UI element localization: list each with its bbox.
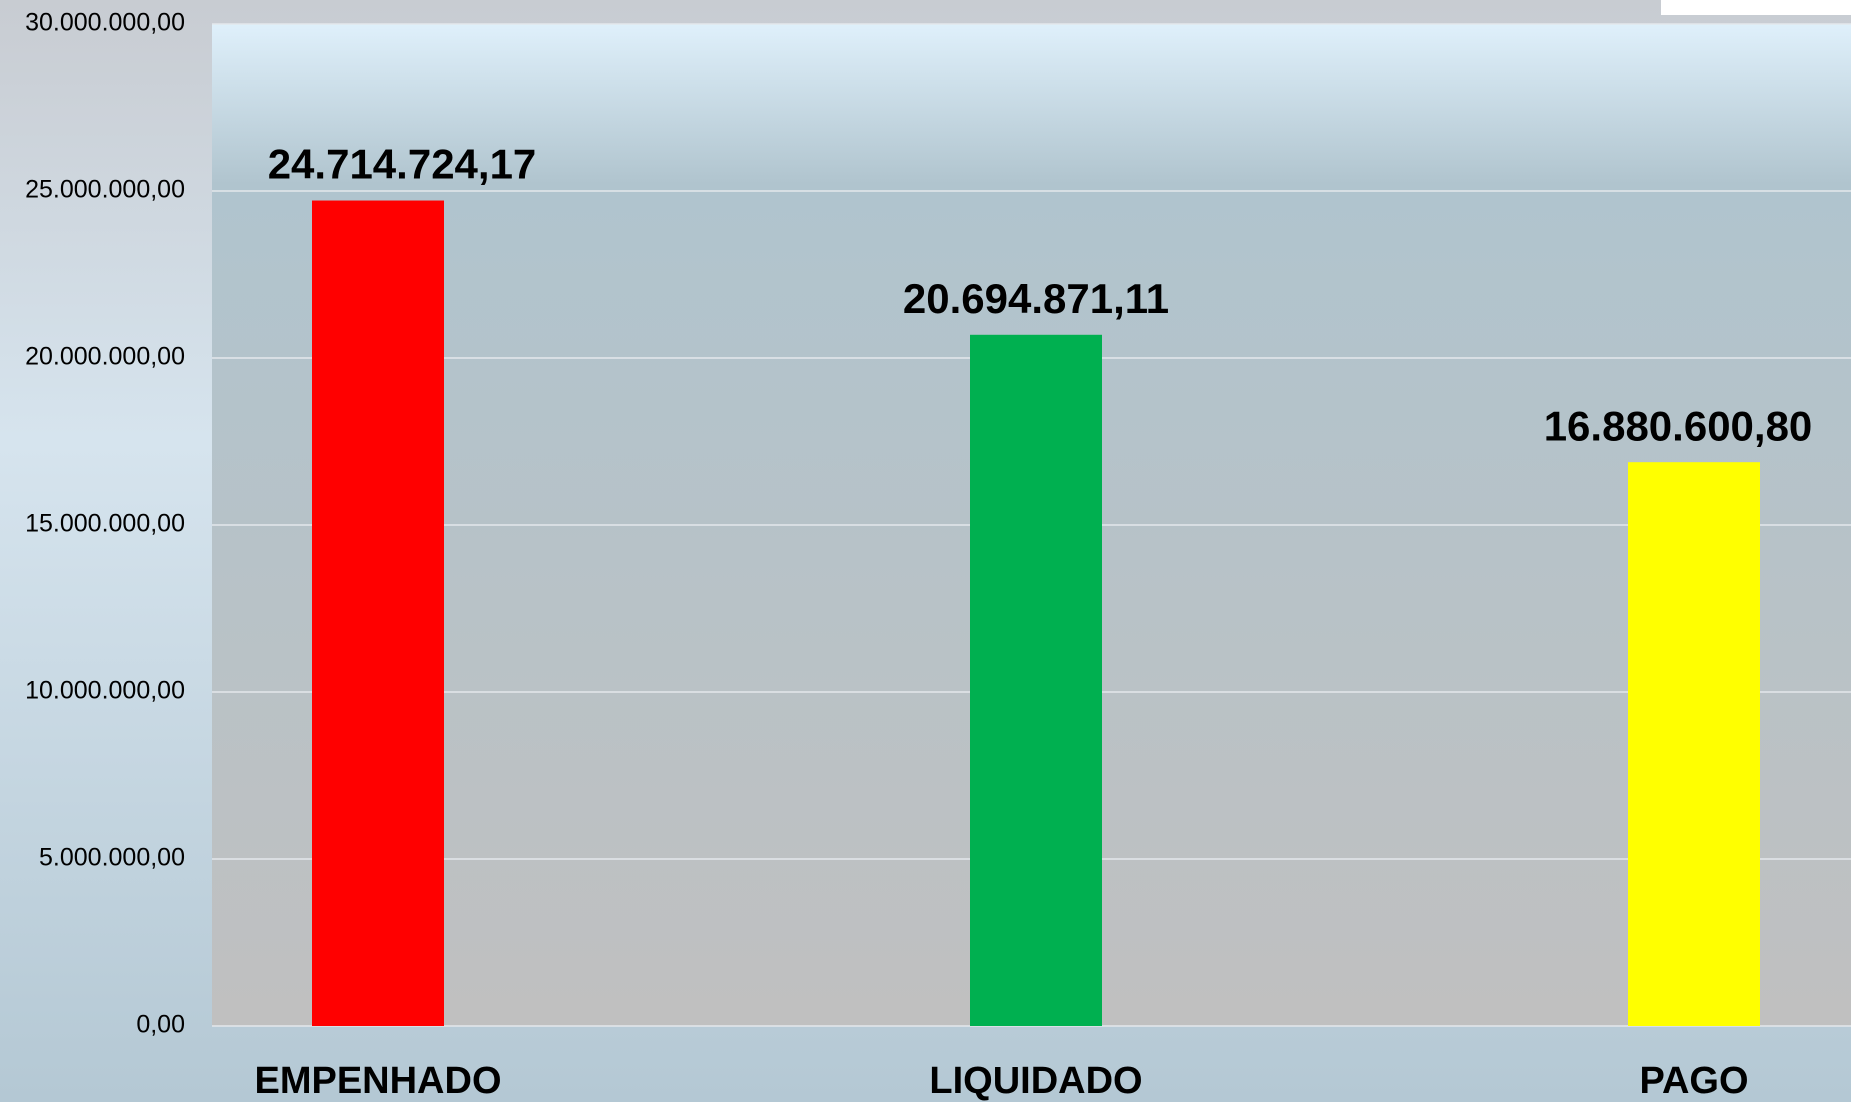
bar bbox=[970, 334, 1102, 1027]
logo bbox=[1661, 0, 1851, 15]
bar bbox=[312, 200, 444, 1027]
y-tick-label: 5.000.000,00 bbox=[39, 844, 185, 872]
y-tick-label: 30.000.000,00 bbox=[25, 9, 185, 37]
y-tick-label: 25.000.000,00 bbox=[25, 176, 185, 204]
value-label: 16.880.600,80 bbox=[1544, 402, 1813, 449]
value-label: 24.714.724,17 bbox=[268, 141, 537, 188]
y-tick-label: 10.000.000,00 bbox=[25, 677, 185, 705]
value-label: 20.694.871,11 bbox=[903, 275, 1169, 322]
x-tick-label: LIQUIDADO bbox=[929, 1060, 1142, 1102]
x-tick-label: PAGO bbox=[1639, 1060, 1748, 1102]
bar bbox=[1628, 462, 1760, 1026]
x-tick-label: EMPENHADO bbox=[254, 1060, 501, 1102]
y-tick-label: 20.000.000,00 bbox=[25, 343, 185, 371]
y-tick-label: 15.000.000,00 bbox=[25, 510, 185, 538]
y-tick-label: 0,00 bbox=[136, 1011, 185, 1039]
